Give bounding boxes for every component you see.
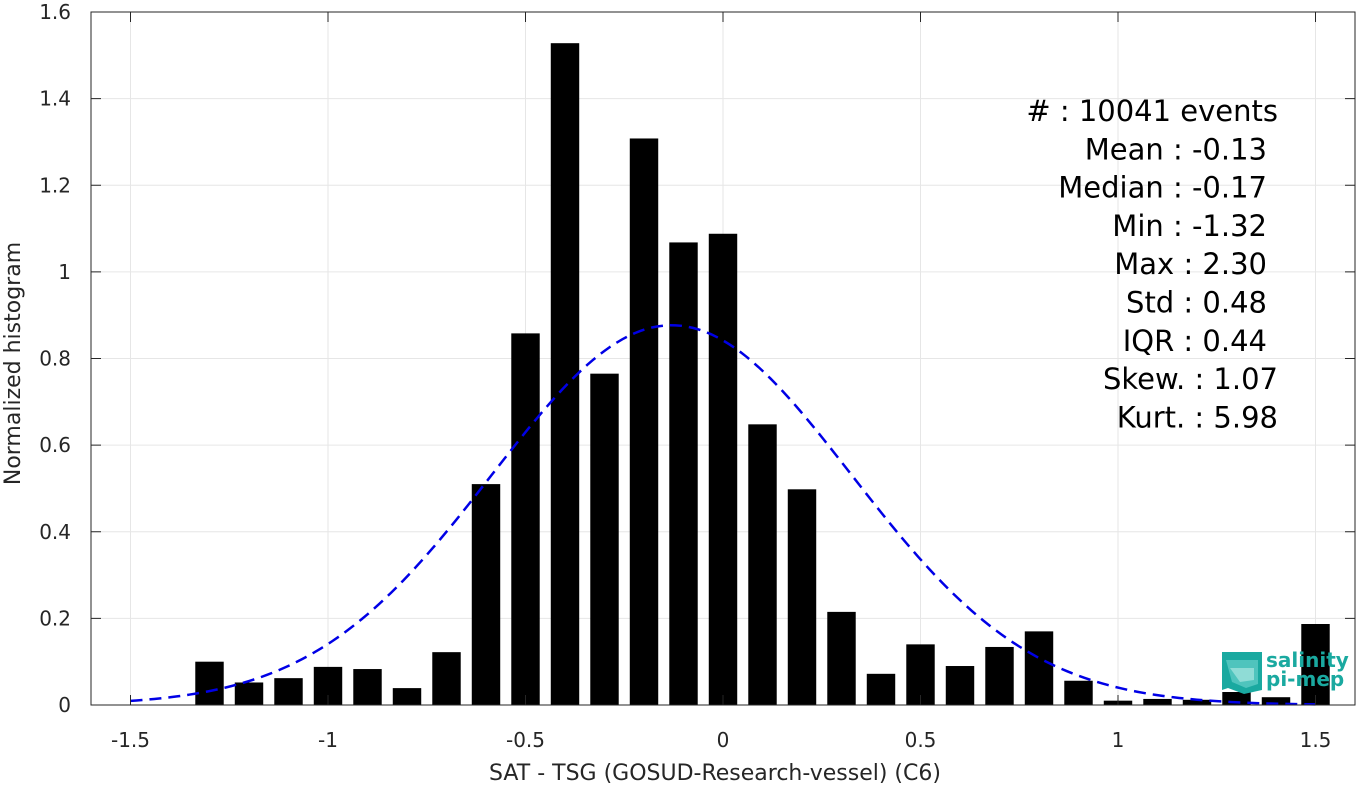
x-axis-label: SAT - TSG (GOSUD-Research-vessel) (C6) <box>489 761 941 785</box>
stats-line: Min : -1.32 <box>1112 209 1267 243</box>
y-tick-label: 0 <box>58 693 71 717</box>
histogram-bar <box>787 489 817 705</box>
x-tick-labels: -1.5 -1 -0.5 0 0.5 1 1.5 <box>111 728 1331 752</box>
histogram-bar <box>1143 698 1172 705</box>
histogram-bar <box>1261 697 1291 705</box>
y-tick-labels: 0 0.2 0.4 0.6 0.8 1 1.2 1.4 1.6 <box>39 0 71 717</box>
stats-line: Skew. : 1.07 <box>1103 362 1278 396</box>
statistics-box: # : 10041 events Mean : -0.13 Median : -0.… <box>1026 94 1278 434</box>
logo-graphic-icon <box>1222 652 1262 694</box>
y-tick-label: 0.2 <box>39 606 71 630</box>
histogram-bar <box>906 644 935 705</box>
histogram-bar <box>432 652 461 705</box>
histogram-bar <box>1301 624 1330 705</box>
histogram-bar <box>195 661 224 705</box>
stats-line: Max : 2.30 <box>1114 247 1267 281</box>
logo-text-line2: pi-mep <box>1266 667 1344 691</box>
y-tick-label: 1.4 <box>39 87 71 111</box>
x-tick-label: -0.5 <box>506 728 545 752</box>
histogram-bar <box>708 233 738 705</box>
x-tick-label: 0 <box>717 728 730 752</box>
histogram-bar <box>1182 699 1212 705</box>
histogram-bar <box>1064 680 1093 705</box>
x-tick-label: -1.5 <box>111 728 150 752</box>
stats-line: Std : 0.48 <box>1126 286 1267 320</box>
histogram-bar <box>353 669 382 705</box>
salinity-pimep-logo: salinity pi-mep <box>1222 648 1349 694</box>
y-tick-label: 0.6 <box>39 433 71 457</box>
x-tick-label: -1 <box>318 728 338 752</box>
x-tick-label: 0.5 <box>905 728 937 752</box>
histogram-bar <box>866 673 896 705</box>
logo-text-line1: salinity <box>1266 648 1349 672</box>
y-tick-label: 1.2 <box>39 173 71 197</box>
stats-line: # : 10041 events <box>1026 94 1278 128</box>
y-tick-label: 1 <box>58 260 71 284</box>
histogram-bar <box>827 611 856 705</box>
y-tick-label: 0.8 <box>39 347 71 371</box>
histogram-bar <box>274 678 303 705</box>
histogram-bar <box>511 333 540 705</box>
stats-line: IQR : 0.44 <box>1123 324 1267 358</box>
histogram-bar <box>471 484 501 705</box>
axes <box>90 11 1356 706</box>
histogram-bar <box>590 373 619 705</box>
histogram-bar <box>550 43 580 706</box>
histogram-bar <box>1024 631 1054 705</box>
x-tick-label: 1 <box>1112 728 1125 752</box>
y-axis-label: Normalized histogram <box>1 242 26 485</box>
y-tick-label: 0.4 <box>39 520 71 544</box>
histogram-bar <box>234 682 264 705</box>
histogram-bar <box>392 688 422 705</box>
histogram-bar <box>748 424 777 705</box>
stats-line: Median : -0.17 <box>1058 171 1267 205</box>
normal-fit-curve <box>130 324 1316 706</box>
histogram-bar <box>945 666 975 705</box>
histogram-bar <box>669 242 698 706</box>
histogram-bars <box>195 43 1330 706</box>
stats-line: Mean : -0.13 <box>1085 132 1267 166</box>
histogram-bar <box>985 646 1014 705</box>
histogram-bar <box>629 138 659 705</box>
stats-line: Kurt. : 5.98 <box>1117 400 1278 434</box>
y-tick-label: 1.6 <box>39 0 71 24</box>
x-tick-label: 1.5 <box>1300 728 1332 752</box>
